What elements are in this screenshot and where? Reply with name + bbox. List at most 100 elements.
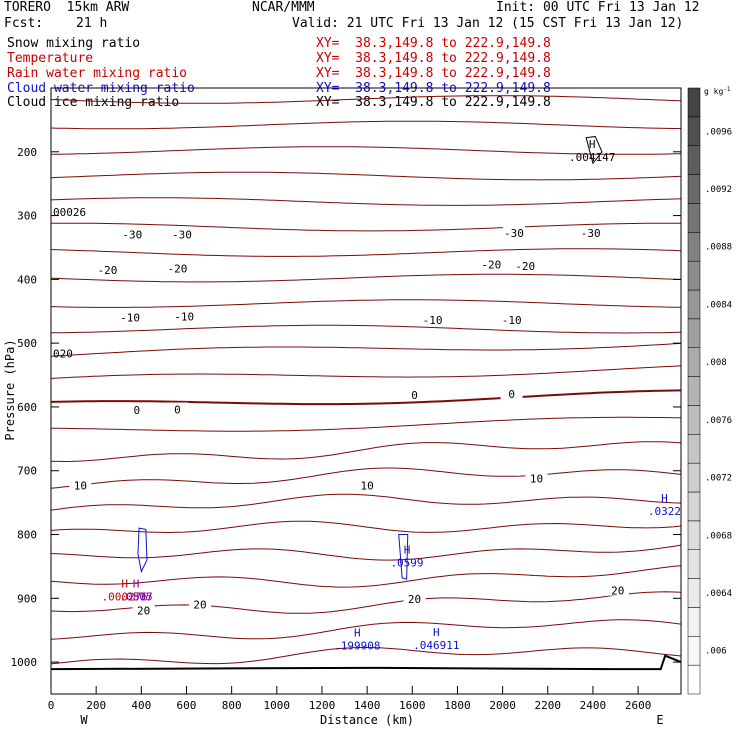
x-tick-label: 1800 xyxy=(444,699,471,712)
temperature-contour-label: -10 xyxy=(120,312,140,325)
temperature-contour-line xyxy=(50,299,682,308)
temperature-contour-line xyxy=(50,95,682,104)
field-xy-cloud-ice: XY= 38.3,149.8 to 222.9,149.8 xyxy=(316,95,551,110)
colorbar-tick-label: .0076 xyxy=(705,416,732,426)
extremum-symbol: H xyxy=(133,577,140,590)
colorbar-bin xyxy=(687,664,701,695)
east-label: E xyxy=(656,713,663,727)
init-time: Init: 00 UTC Fri 13 Jan 12 xyxy=(496,0,700,15)
temperature-contour-label: -30 xyxy=(504,227,524,240)
temperature-contour-label: -30 xyxy=(581,227,601,240)
colorbar-bin xyxy=(687,636,701,666)
x-tick-label: 2400 xyxy=(580,699,607,712)
colorbar-tick-label: .0084 xyxy=(705,300,732,310)
extremum-symbol: H xyxy=(354,627,361,640)
temperature-contour-line xyxy=(50,365,682,379)
x-tick-label: 1600 xyxy=(399,699,426,712)
extremum-value: .000276 xyxy=(102,590,148,603)
plot-frame xyxy=(50,87,682,695)
contour-label-bg xyxy=(125,403,148,416)
terrain-line xyxy=(50,654,682,671)
temperature-contour-line xyxy=(50,520,682,534)
west-label: W xyxy=(80,713,88,727)
y-tick-label: 300 xyxy=(17,210,37,223)
temperature-contour-line xyxy=(50,544,682,561)
extremum-symbol: H xyxy=(121,577,128,590)
extremum-value: .0599 xyxy=(390,557,423,570)
y-tick-label: 400 xyxy=(17,273,37,286)
org-label: NCAR/MMM xyxy=(252,0,315,15)
contour-label-bg xyxy=(121,227,144,240)
extremum-value: .004147 xyxy=(569,151,615,164)
extremum-value: .0507 xyxy=(119,590,152,603)
y-tick-label: 900 xyxy=(17,592,37,605)
contour-label-bg xyxy=(500,313,523,326)
colorbar-bin xyxy=(687,174,701,204)
temperature-contour-label: -20 xyxy=(481,259,501,272)
field-xy-rain: XY= 38.3,149.8 to 222.9,149.8 xyxy=(316,66,551,81)
extremum-symbol: H xyxy=(133,577,140,590)
y-axis-title: Pressure (hPa) xyxy=(3,339,17,440)
contour-label-bg xyxy=(166,261,189,274)
contour-label-bg xyxy=(132,603,155,616)
cloud-water-contour xyxy=(137,527,148,574)
field-name-temperature: Temperature xyxy=(7,51,94,66)
contour-label-bg xyxy=(502,225,525,238)
x-tick-label: 600 xyxy=(177,699,197,712)
contour-label-bg xyxy=(170,227,193,240)
temperature-contour-line xyxy=(50,273,682,283)
x-tick-label: 2000 xyxy=(489,699,516,712)
extremum-value: .199908 xyxy=(334,640,380,653)
temperature-contour-line xyxy=(50,342,682,357)
temperature-contour-label: 10 xyxy=(361,479,374,492)
contour-label-bg xyxy=(96,262,119,275)
contour-label-bg xyxy=(356,478,379,491)
x-tick-label: 2600 xyxy=(625,699,652,712)
contour-label-bg xyxy=(69,478,92,491)
temperature-contour-line xyxy=(50,197,682,206)
y-tick-label: 700 xyxy=(17,465,37,478)
edge-contour-label: 020 xyxy=(53,347,73,360)
x-tick-label: 200 xyxy=(86,699,106,712)
field-xy-snow: XY= 38.3,149.8 to 222.9,149.8 xyxy=(316,36,551,51)
colorbar-tick-label: .0088 xyxy=(705,243,732,253)
colorbar-bin xyxy=(687,491,701,522)
contour-label-bg xyxy=(173,309,196,322)
contour-label-bg xyxy=(403,591,426,604)
extremum-value: .0875 xyxy=(119,590,152,603)
colorbar-bin xyxy=(687,607,701,637)
temperature-contour-label: 0 xyxy=(411,389,418,402)
extremum-symbol: H xyxy=(433,626,440,639)
colorbar-bin xyxy=(687,347,701,377)
y-tick-label: 600 xyxy=(17,401,37,414)
contour-label-bg xyxy=(606,583,629,596)
temperature-contour-label: 0 xyxy=(133,404,140,417)
x-axis-title: Distance (km) xyxy=(320,713,414,727)
colorbar-bin xyxy=(687,87,701,118)
temperature-contour-label: -30 xyxy=(122,229,142,242)
colorbar: .006 .0064 .0068 .0072 .0076 .008 .0084 .0088 .0… xyxy=(687,87,732,695)
temperature-contour-line xyxy=(50,646,682,665)
extremum-symbol: H xyxy=(589,138,596,151)
temperature-contour-label: 20 xyxy=(408,593,421,606)
contour-label-bg xyxy=(119,310,142,323)
temperature-contour-line xyxy=(50,248,682,257)
colorbar-tick-label: .0064 xyxy=(705,589,732,599)
temperature-contour-label: 20 xyxy=(193,599,206,612)
temperature-contour-line xyxy=(50,441,682,463)
forecast-label: Fcst: xyxy=(4,16,44,31)
colorbar-bin xyxy=(687,232,701,262)
field-xy-temperature: XY= 38.3,149.8 to 222.9,149.8 xyxy=(316,51,551,66)
colorbar-bin xyxy=(687,462,701,493)
cloud-ice-contour xyxy=(585,135,603,165)
temperature-contour-line xyxy=(51,222,682,232)
contour-label-bg xyxy=(579,225,602,238)
x-tick-label: 1200 xyxy=(309,699,336,712)
colorbar-bin xyxy=(687,434,701,464)
contour-label-bg xyxy=(189,597,212,610)
contour-label-bg xyxy=(480,257,503,270)
temperature-contour-line xyxy=(50,171,682,181)
cloud-water-contour xyxy=(398,534,409,580)
